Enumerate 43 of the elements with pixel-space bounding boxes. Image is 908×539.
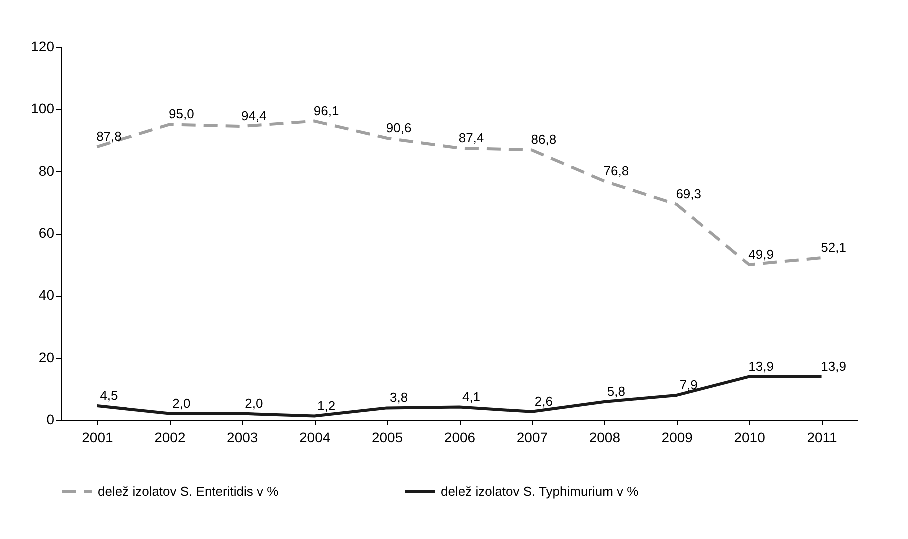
- data-label: 87,4: [458, 130, 484, 146]
- data-label: 95,0: [169, 106, 194, 122]
- x-tick-label: 2004: [300, 430, 331, 446]
- data-label: 2,0: [172, 396, 191, 411]
- y-tick-label: 0: [46, 412, 55, 428]
- y-tick-label: 80: [38, 162, 55, 179]
- x-tick-label: 2003: [227, 430, 258, 446]
- data-label: 86,8: [531, 132, 557, 148]
- data-label: 2,0: [245, 396, 264, 411]
- data-label: 2,6: [534, 394, 553, 409]
- data-label: 90,6: [386, 120, 412, 136]
- y-tick-label: 120: [31, 38, 55, 54]
- x-tick-label: 2002: [154, 430, 186, 446]
- y-tick-label: 20: [38, 349, 55, 366]
- y-tick-label: 60: [38, 225, 55, 241]
- x-tick-label: 2008: [589, 430, 621, 446]
- x-tick-label: 2009: [662, 430, 694, 446]
- data-label: 1,2: [318, 398, 336, 414]
- data-label: 69,3: [676, 186, 702, 202]
- data-label: 87,8: [96, 129, 122, 144]
- data-label: 94,4: [241, 108, 267, 124]
- x-tick-label: 2007: [516, 430, 548, 446]
- data-label: 4,5: [100, 388, 118, 404]
- data-label: 49,9: [748, 246, 774, 262]
- data-label: 96,1: [314, 103, 340, 118]
- legend-label: delež izolatov S. Typhimurium v %: [441, 484, 640, 499]
- x-tick-label: 2001: [82, 430, 114, 446]
- x-tick-label: 2006: [444, 430, 476, 446]
- y-tick-label: 100: [31, 100, 55, 117]
- data-label: 5,8: [607, 384, 626, 399]
- x-tick-label: 2010: [734, 430, 766, 446]
- data-label: 76,8: [604, 163, 630, 178]
- legend-label: delež izolatov S. Enteritidis v %: [98, 484, 280, 499]
- data-label: 7,9: [680, 377, 698, 392]
- data-label: 13,9: [821, 358, 846, 374]
- y-tick-label: 40: [38, 287, 55, 304]
- data-label: 52,1: [821, 240, 846, 256]
- data-label: 4,1: [462, 389, 481, 404]
- x-tick-label: 2011: [807, 430, 838, 446]
- x-tick-label: 2005: [372, 430, 404, 446]
- line-series: [96, 375, 824, 418]
- data-label: 13,9: [748, 358, 774, 374]
- data-label: 3,8: [390, 390, 408, 406]
